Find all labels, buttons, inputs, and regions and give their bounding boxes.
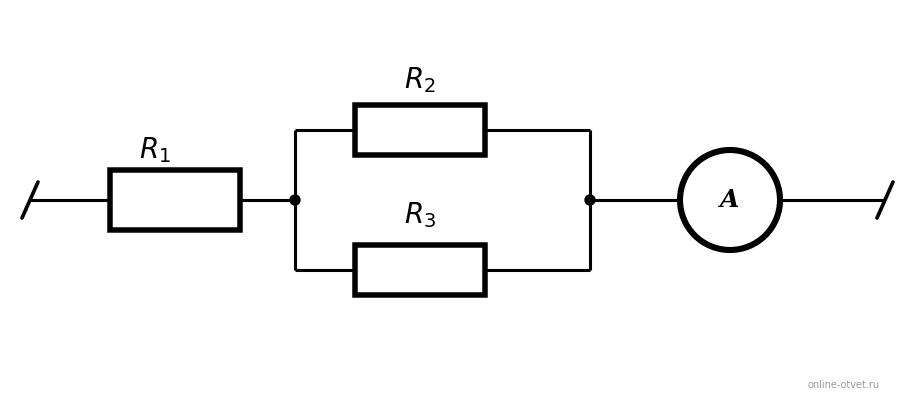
Circle shape: [585, 195, 595, 205]
Text: $R_1$: $R_1$: [139, 135, 171, 165]
Text: $R_2$: $R_2$: [404, 65, 436, 95]
Bar: [355, 245, 485, 295]
Bar: [355, 105, 485, 155]
Circle shape: [290, 195, 300, 205]
Bar: [110, 170, 240, 230]
Text: $R_3$: $R_3$: [403, 200, 436, 230]
Text: A: A: [721, 188, 740, 212]
Text: online-otvet.ru: online-otvet.ru: [808, 380, 880, 390]
Circle shape: [680, 150, 780, 250]
